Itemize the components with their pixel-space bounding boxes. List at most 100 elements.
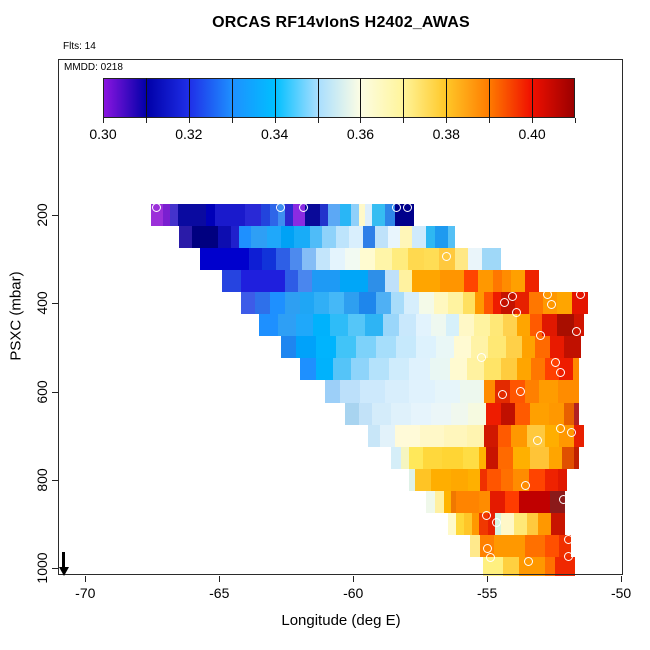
sample-point-circle — [515, 387, 525, 397]
heatmap-cell — [327, 203, 341, 227]
colorbar-segment-divider — [489, 78, 491, 118]
heatmap-cell — [528, 292, 544, 315]
y-axis-tick — [52, 215, 58, 216]
heatmap-cell — [548, 446, 563, 469]
heatmap-cell — [350, 358, 370, 381]
plot-title: ORCAS RF14vIonS H2402_AWAS — [212, 14, 470, 31]
heatmap-cell — [485, 446, 499, 469]
heatmap-cell — [504, 490, 520, 513]
heatmap-cell — [375, 336, 397, 359]
sample-point-circle — [497, 389, 507, 399]
y-axis-tick-label: 400 — [34, 291, 50, 315]
heatmap-cell — [239, 226, 252, 249]
x-axis-tick — [353, 576, 355, 582]
heatmap-cell — [278, 203, 286, 227]
heatmap-cell — [350, 203, 360, 227]
heatmap-cell — [563, 402, 575, 425]
sample-point-circle — [524, 557, 534, 567]
heatmap-cell — [530, 446, 550, 469]
heatmap-cell — [448, 226, 456, 249]
heatmap-cell — [330, 314, 349, 337]
heatmap-cell — [319, 203, 329, 227]
heatmap-cell — [298, 270, 313, 293]
heatmap-cell — [200, 248, 250, 271]
heatmap-cell — [330, 248, 346, 271]
heatmap-cell — [396, 336, 417, 359]
heatmap-cell — [347, 314, 366, 337]
heatmap-cell — [487, 468, 502, 491]
heatmap-cell — [284, 270, 299, 293]
sample-point-circle — [564, 552, 574, 562]
heatmap-cell — [497, 424, 512, 447]
sample-point-circle — [535, 330, 545, 340]
heatmap-cell — [425, 226, 436, 249]
heatmap-cell — [511, 270, 526, 293]
heatmap-cell — [467, 424, 485, 447]
heatmap-cell — [500, 512, 515, 535]
heatmap-cell — [299, 292, 315, 315]
heatmap-cell — [455, 248, 469, 271]
sample-point-circle — [441, 251, 451, 261]
heatmap-cell — [388, 226, 401, 249]
heatmap-cell — [231, 226, 240, 249]
heatmap-cell — [489, 490, 506, 513]
y-axis-tick-label: 600 — [34, 379, 50, 404]
colorbar-tick — [360, 118, 362, 123]
heatmap-cell — [424, 248, 440, 271]
heatmap-cell — [479, 512, 489, 535]
heatmap-cell — [390, 446, 402, 469]
heatmap-cell — [563, 336, 582, 359]
heatmap-cell — [367, 424, 381, 447]
heatmap-cell — [512, 446, 531, 469]
sample-point-circle — [556, 423, 566, 433]
heatmap-cell — [259, 314, 279, 337]
sample-point-circle — [391, 202, 401, 212]
heatmap-cell — [205, 203, 216, 227]
heatmap-cell — [444, 490, 452, 513]
heatmap-cell — [401, 446, 410, 469]
heatmap-cell — [467, 358, 485, 381]
heatmap-cell — [358, 402, 373, 425]
heatmap-cell — [315, 358, 334, 381]
heatmap-cell — [335, 226, 350, 249]
heatmap-cell — [422, 446, 443, 469]
heatmap-cell — [365, 203, 373, 227]
colorbar-segment-divider — [188, 78, 190, 118]
colorbar-tick-label: 0.40 — [518, 126, 546, 142]
colorbar-segment-divider — [532, 78, 534, 118]
heatmap-cell — [365, 314, 384, 337]
sample-point-circle — [575, 290, 585, 300]
heatmap-cell — [430, 314, 447, 337]
sample-point-circle — [567, 428, 577, 438]
heatmap-cell — [464, 270, 479, 293]
heatmap-cell — [521, 336, 536, 359]
heatmap-cell — [345, 402, 360, 425]
heatmap-cell — [449, 358, 468, 381]
heatmap-cell — [475, 292, 485, 315]
heatmap-cell — [492, 292, 502, 315]
sample-point-circle — [499, 298, 509, 308]
flights-annotation: Flts: 14 — [63, 41, 96, 52]
heatmap-cell — [416, 336, 437, 359]
down-arrow-head-icon — [58, 567, 69, 576]
heatmap-cell — [450, 468, 469, 491]
heatmap-cell — [485, 402, 502, 425]
heatmap-cell — [484, 380, 496, 403]
colorbar — [103, 78, 575, 118]
sample-point-circle — [533, 435, 542, 445]
y-axis-title: PSXC (mbar) — [7, 271, 25, 361]
heatmap-cell — [444, 424, 468, 447]
heatmap-cell — [315, 336, 337, 359]
heatmap-cell — [524, 270, 539, 293]
heatmap-cell — [555, 556, 575, 576]
heatmap-cell — [434, 226, 449, 249]
heatmap-cell — [535, 336, 551, 359]
colorbar-segment-divider — [317, 78, 319, 118]
sample-point-circle — [511, 308, 521, 318]
heatmap-cell — [375, 292, 392, 315]
heatmap-cell — [280, 336, 297, 359]
heatmap-cell — [385, 203, 396, 227]
heatmap-cell — [392, 248, 409, 271]
heatmap-cell — [310, 226, 323, 249]
